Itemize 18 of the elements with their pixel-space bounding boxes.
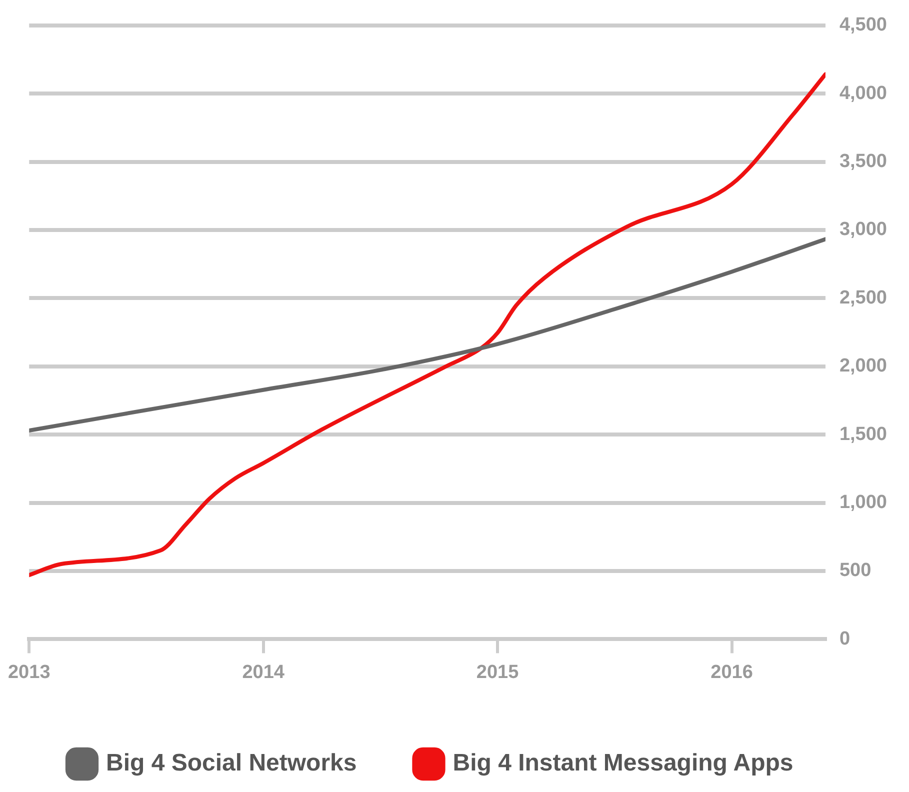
y-tick-label: 500 — [839, 560, 872, 582]
y-tick-label: 0 — [839, 628, 850, 650]
y-tick-label: 3,000 — [839, 219, 887, 240]
x-tick-label: 2015 — [476, 662, 520, 683]
y-tick-label: 4,500 — [839, 14, 887, 36]
x-tick-label: 2014 — [242, 662, 285, 683]
legend-label: Big 4 Instant Messaging Apps — [452, 750, 794, 777]
x-tick-label: 2016 — [710, 662, 753, 683]
y-tick-label: 2,500 — [839, 287, 887, 308]
line-series — [29, 72, 826, 578]
x-tick-label: 2013 — [8, 662, 50, 683]
y-tick-label: 3,500 — [839, 151, 887, 172]
line-series — [29, 237, 826, 433]
y-tick-label: 4,000 — [839, 82, 887, 104]
y-tick-label: 1,500 — [839, 424, 887, 445]
y-tick-label: 2,000 — [839, 356, 887, 377]
y-tick-label: 1,000 — [839, 492, 887, 514]
legend-label: Big 4 Social Networks — [106, 750, 357, 777]
